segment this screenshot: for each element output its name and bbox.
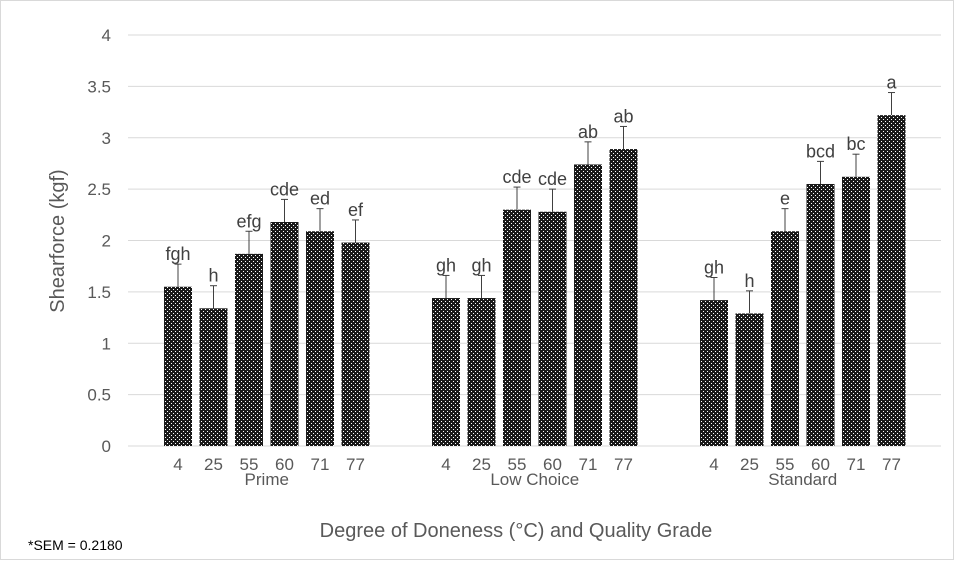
bar bbox=[164, 286, 192, 446]
x-tick-label: 4 bbox=[441, 455, 450, 474]
bar bbox=[467, 298, 496, 446]
x-tick-label: 25 bbox=[204, 455, 223, 474]
x-tick-label: 55 bbox=[240, 455, 259, 474]
x-tick-label: 71 bbox=[311, 455, 330, 474]
group-label: Standard bbox=[768, 470, 837, 489]
significance-letter: gh bbox=[471, 255, 491, 275]
bar bbox=[432, 298, 460, 446]
bar bbox=[270, 222, 299, 446]
group-label: Low Choice bbox=[490, 470, 579, 489]
x-tick-label: 25 bbox=[740, 455, 759, 474]
x-axis-title: Degree of Doneness (°C) and Quality Grad… bbox=[320, 520, 713, 542]
significance-letter: gh bbox=[704, 257, 724, 277]
significance-letter: e bbox=[780, 189, 790, 209]
bar bbox=[877, 115, 906, 447]
x-tick-label: 25 bbox=[472, 455, 491, 474]
y-axis-ticks: 0 0.5 1 1.5 2 2.5 3 3.5 4 bbox=[87, 26, 111, 456]
x-tick-label: 71 bbox=[847, 455, 866, 474]
y-tick-label: 2 bbox=[102, 232, 111, 251]
x-tick-label: 71 bbox=[579, 455, 598, 474]
x-tick-label: 55 bbox=[508, 455, 527, 474]
y-tick-label: 0 bbox=[102, 437, 111, 456]
bar bbox=[503, 209, 531, 446]
significance-letter: h bbox=[208, 266, 218, 286]
gridlines bbox=[128, 34, 941, 447]
bar bbox=[306, 231, 334, 446]
bar bbox=[538, 211, 567, 446]
bar bbox=[199, 308, 228, 446]
bar bbox=[609, 149, 638, 447]
x-tick-label: 4 bbox=[709, 455, 718, 474]
significance-letter: ab bbox=[578, 122, 598, 142]
bar bbox=[735, 313, 764, 446]
significance-letter: ed bbox=[310, 189, 330, 209]
y-tick-label: 3.5 bbox=[87, 77, 111, 96]
sem-footnote: *SEM = 0.2180 bbox=[28, 537, 123, 553]
x-tick-label: 60 bbox=[275, 455, 294, 474]
x-tick-label: 60 bbox=[543, 455, 562, 474]
bar bbox=[700, 300, 728, 446]
significance-letter: cde bbox=[270, 179, 299, 199]
significance-letter: fgh bbox=[165, 244, 190, 264]
significance-letter: cde bbox=[502, 167, 531, 187]
x-tick-label: 55 bbox=[776, 455, 795, 474]
bar bbox=[341, 242, 370, 446]
x-tick-label: 60 bbox=[811, 455, 830, 474]
x-tick-label: 77 bbox=[614, 455, 633, 474]
x-tick-label: 4 bbox=[173, 455, 182, 474]
x-tick-label: 77 bbox=[346, 455, 365, 474]
y-tick-label: 4 bbox=[102, 26, 111, 45]
y-tick-label: 3 bbox=[102, 129, 111, 148]
bar bbox=[771, 231, 799, 446]
x-axis-ticks: 4 25 55 60 71 77 Prime 4 25 55 60 71 77 Low Choice 4 25… bbox=[173, 455, 901, 489]
significance-letter: ef bbox=[348, 200, 364, 220]
y-tick-label: 1 bbox=[102, 334, 111, 353]
y-tick-label: 1.5 bbox=[87, 283, 111, 302]
significance-letter: bc bbox=[846, 134, 865, 154]
bar bbox=[806, 183, 835, 447]
bar bbox=[574, 164, 602, 446]
y-axis-title: Shearforce (kgf) bbox=[47, 169, 69, 312]
group-label: Prime bbox=[245, 470, 289, 489]
significance-letter: h bbox=[744, 271, 754, 291]
significance-letter: efg bbox=[236, 211, 261, 231]
significance-letter: gh bbox=[436, 255, 456, 275]
significance-letter: ab bbox=[613, 106, 633, 126]
significance-letter: cde bbox=[538, 169, 567, 189]
bar bbox=[842, 176, 870, 447]
x-tick-label: 77 bbox=[882, 455, 901, 474]
bar bbox=[235, 253, 263, 446]
significance-letter: bcd bbox=[806, 141, 835, 161]
y-tick-label: 2.5 bbox=[87, 180, 111, 199]
significance-letter: a bbox=[886, 73, 897, 93]
y-tick-label: 0.5 bbox=[87, 386, 111, 405]
